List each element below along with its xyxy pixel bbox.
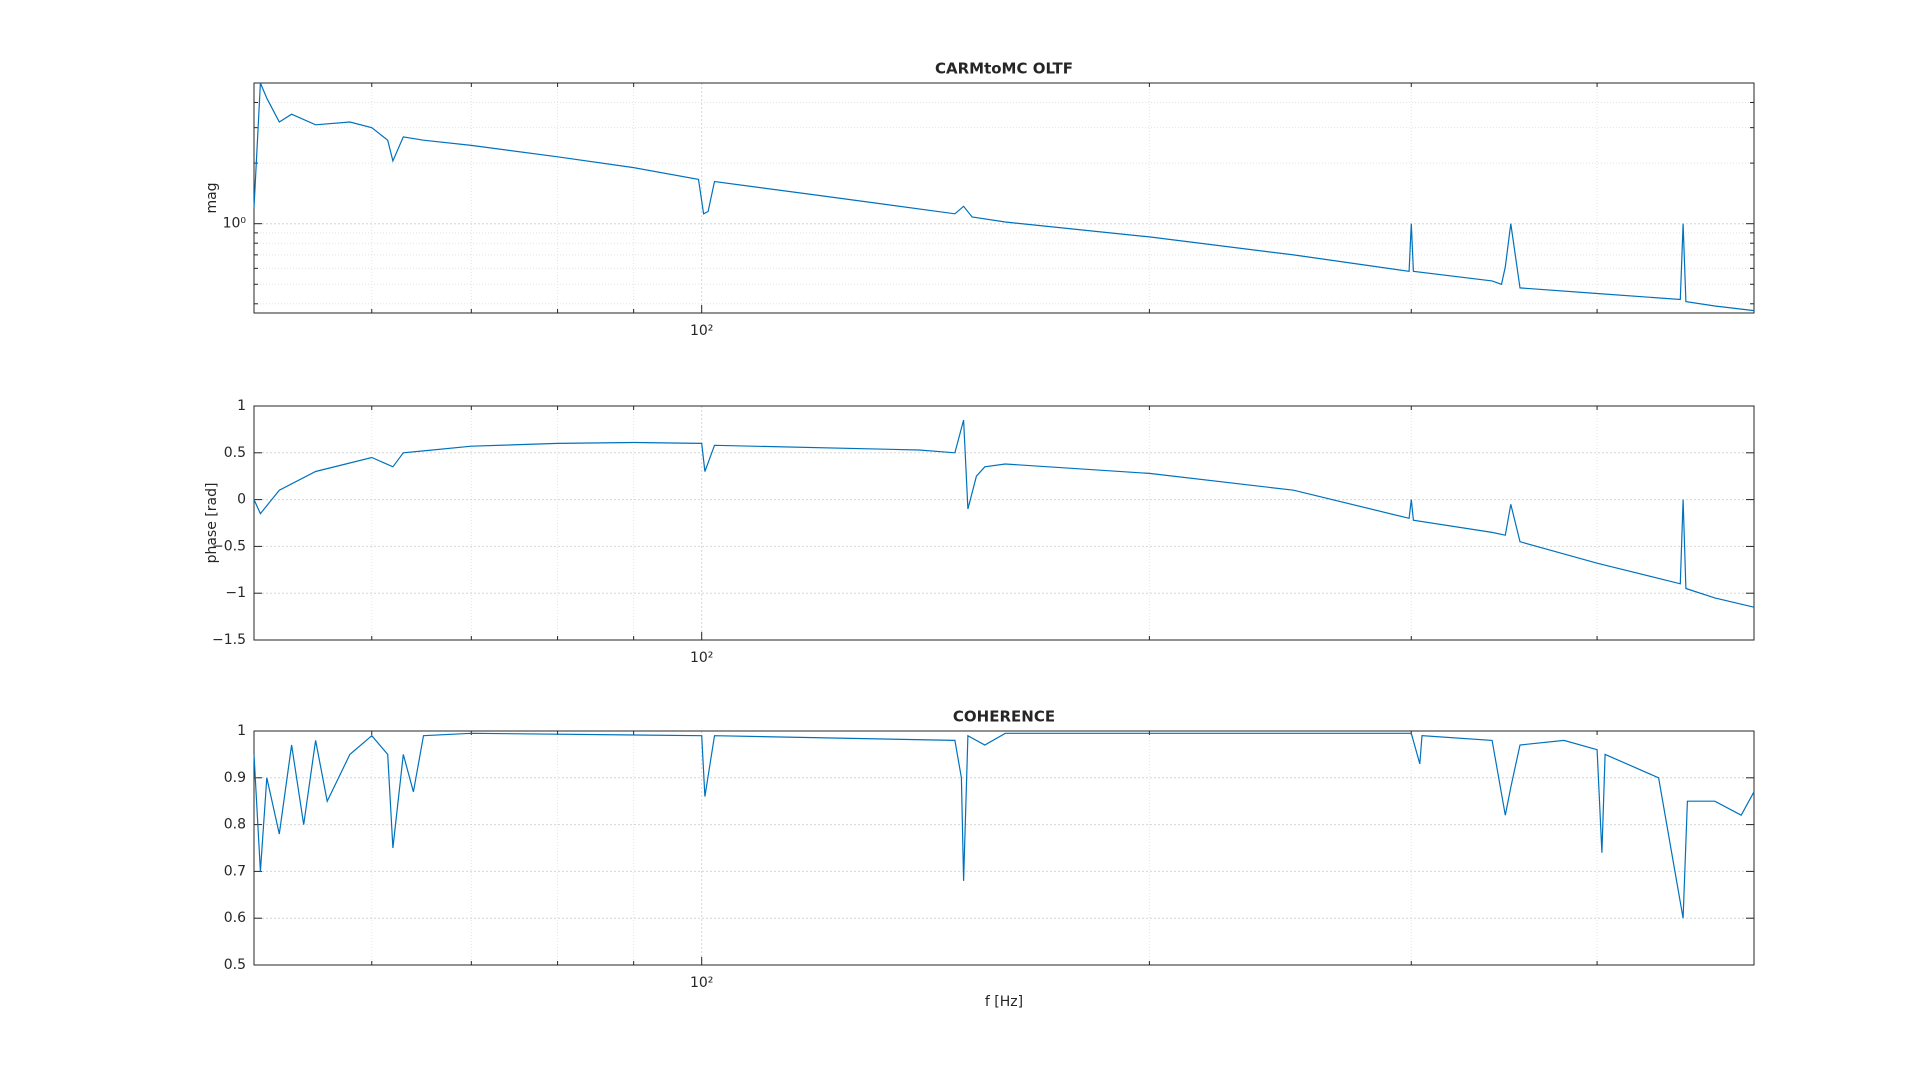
y-tick-label: 0.9 [224,770,246,786]
chart-title: CARMtoMC OLTF [935,60,1073,78]
data-line [253,732,1755,919]
y-tick-label: −1.5 [212,632,246,648]
y-axis-label: phase [rad] [204,483,220,564]
axes-frame [253,730,1755,966]
y-tick-label: 0.6 [224,910,246,926]
y-tick-label: 0.7 [224,863,246,879]
x-axis-label: f [Hz] [985,994,1023,1010]
x-tick-label: 10² [690,975,713,991]
y-tick-label: −1 [225,585,246,601]
y-tick-label: 1 [237,723,246,739]
y-tick-label: 0.5 [224,957,246,973]
axes-frame [253,405,1755,641]
chart-title: COHERENCE [953,708,1055,726]
x-tick-label: 10² [690,650,713,666]
x-tick-label: 10² [690,323,713,339]
y-tick-label: 0 [237,492,246,508]
y-tick-label: 0.8 [224,817,246,833]
y-tick-label: −0.5 [212,538,246,554]
y-tick-label: 0.5 [224,445,246,461]
y-tick-label: 10⁰ [223,216,247,232]
data-line [253,419,1755,608]
data-line [253,82,1755,312]
y-axis-label: mag [204,182,220,213]
y-tick-label: 1 [237,398,246,414]
axes-frame [253,82,1755,314]
